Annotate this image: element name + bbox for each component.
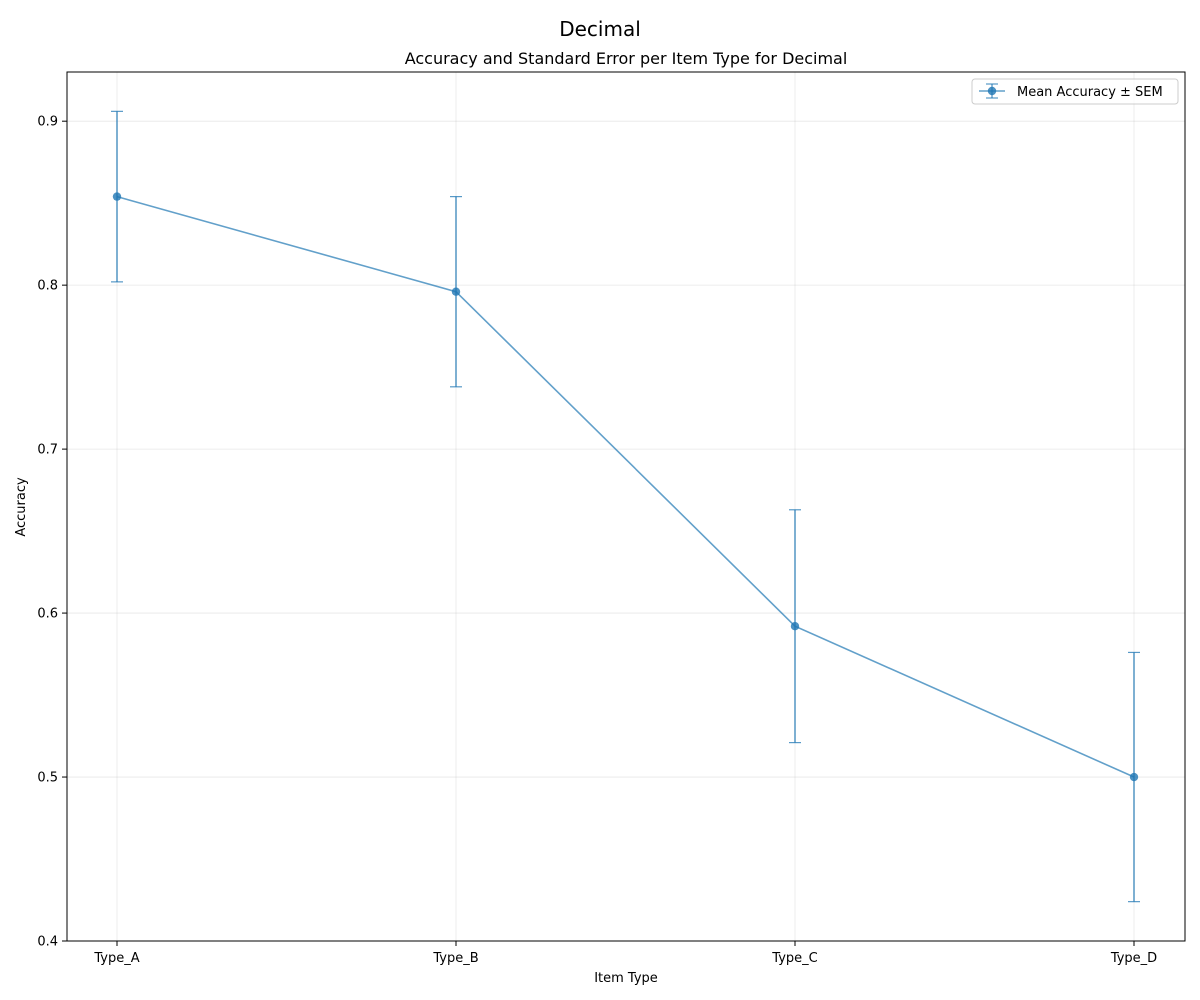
- x-tick-label: Type_A: [93, 951, 139, 966]
- y-tick-label: 0.9: [37, 115, 58, 130]
- data-point: [790, 621, 800, 631]
- legend: Mean Accuracy ± SEM: [971, 78, 1179, 105]
- legend-point: [987, 86, 997, 96]
- y-tick-label: 0.8: [37, 279, 58, 294]
- y-axis: 0.4 0.5 0.6 0.7 0.8 0.9: [37, 115, 67, 950]
- legend-frame: [971, 78, 1179, 105]
- legend-marker: [979, 83, 1005, 99]
- data-point: [1129, 772, 1139, 782]
- grid: [67, 72, 1185, 942]
- y-tick-label: 0.6: [37, 607, 58, 622]
- data-point: [112, 192, 122, 201]
- plot-frame: [66, 71, 1186, 942]
- chart-title: Accuracy and Standard Error per Item Typ…: [405, 49, 848, 68]
- y-axis-label: Accuracy: [14, 477, 29, 537]
- x-tick-label: Type_B: [432, 951, 478, 966]
- x-axis: Type_A Type_B Type_C Type_D: [93, 941, 1157, 966]
- series-line: [116, 195, 1135, 778]
- x-tick-label: Type_D: [1110, 951, 1157, 966]
- chart-suptitle: Decimal: [559, 17, 641, 41]
- data-point: [451, 287, 461, 296]
- y-tick-label: 0.7: [37, 443, 58, 458]
- x-tick-label: Type_C: [771, 951, 817, 966]
- y-tick-label: 0.5: [37, 771, 58, 786]
- y-tick-label: 0.4: [37, 935, 58, 950]
- series-layer: [111, 110, 1140, 903]
- x-axis-label: Item Type: [594, 971, 658, 986]
- legend-entry: Mean Accuracy ± SEM: [1017, 85, 1163, 100]
